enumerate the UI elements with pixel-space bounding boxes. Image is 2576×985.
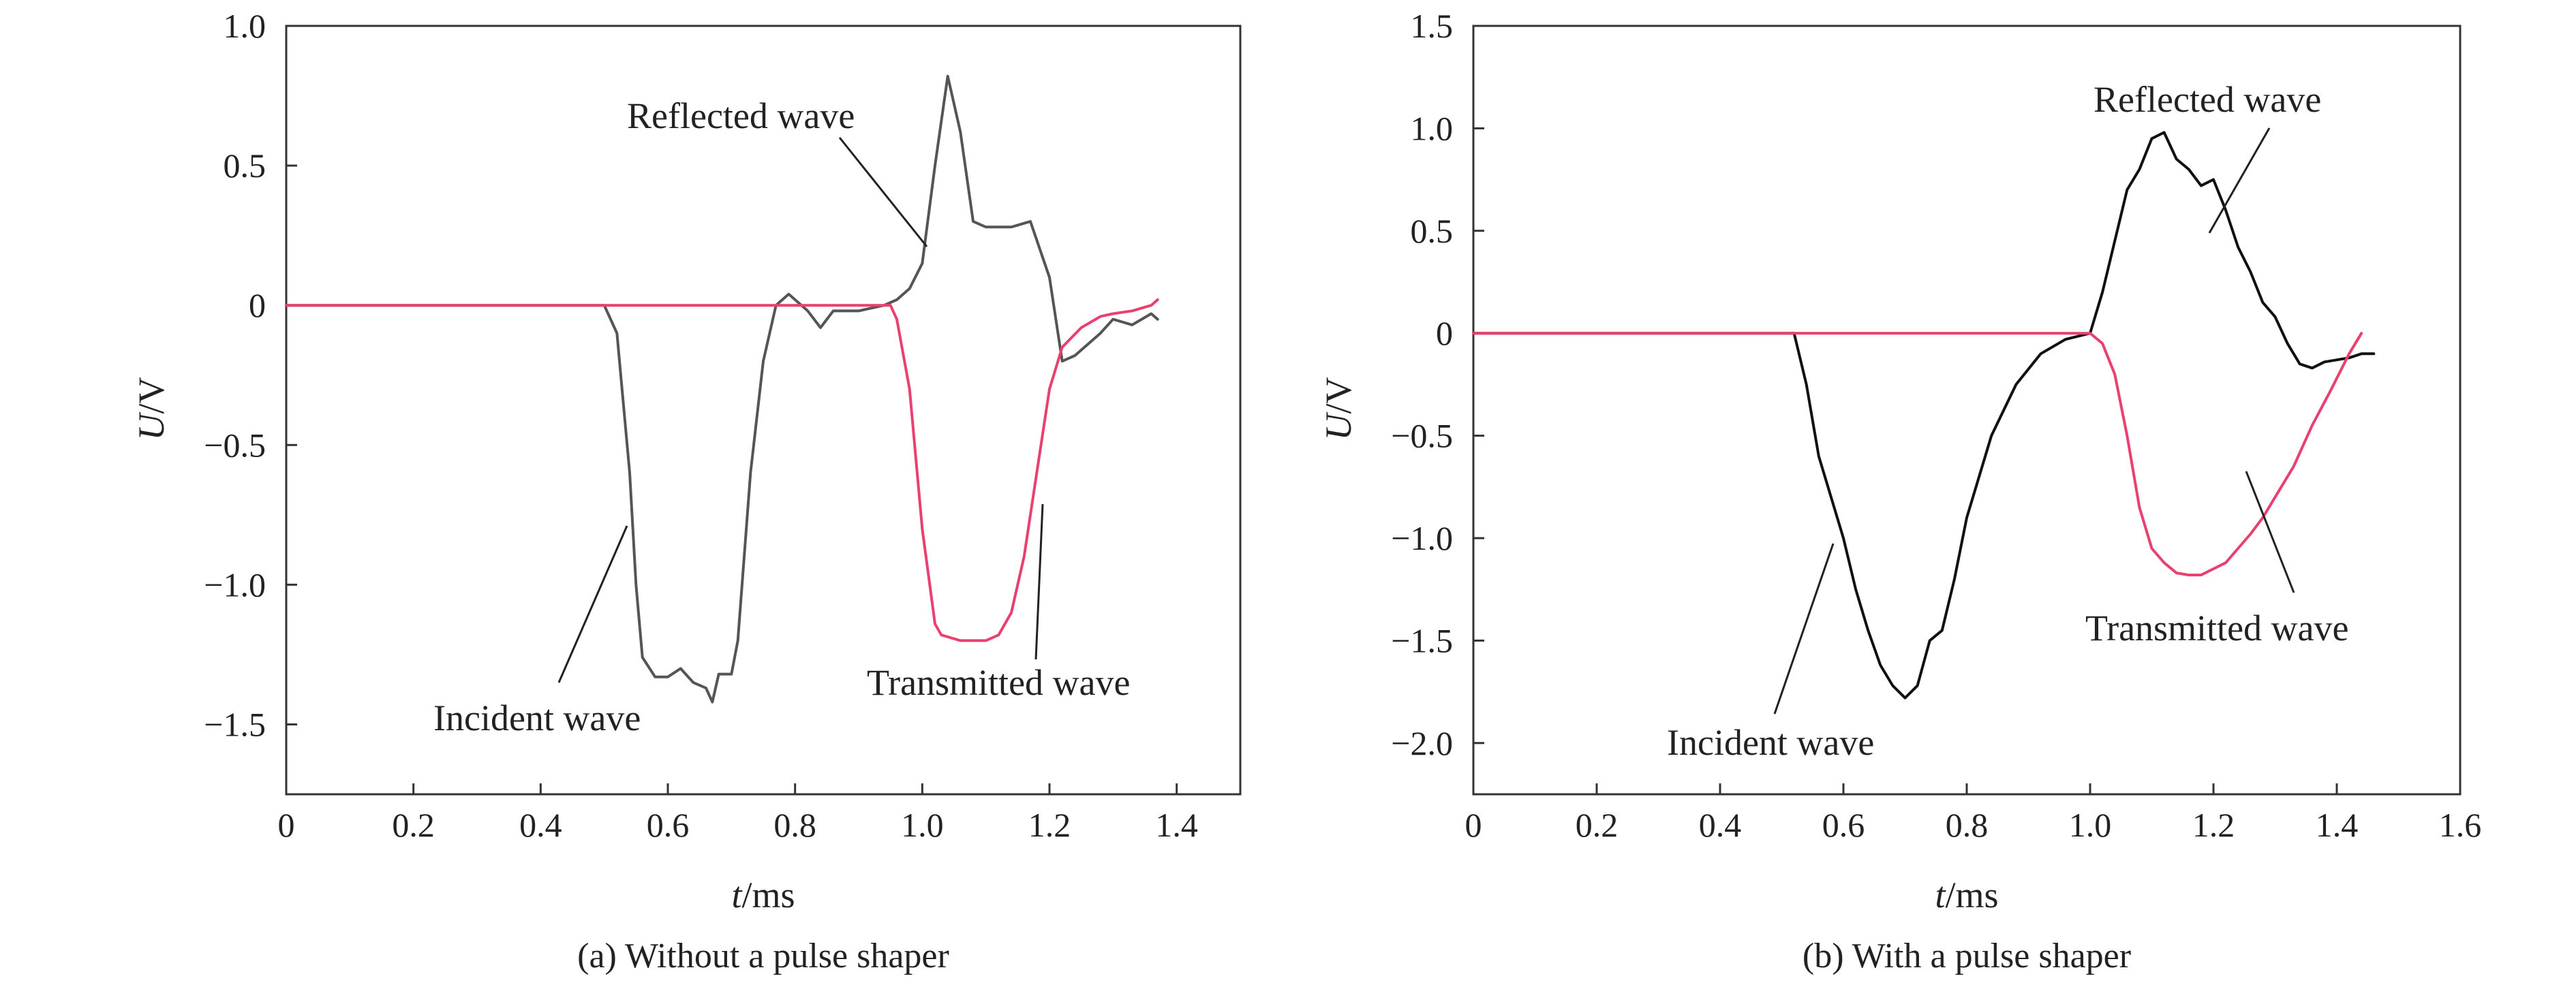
- x-tick-label-b-4: 0.8: [1946, 806, 1989, 844]
- incident-wave-label-a: Incident wave: [433, 698, 641, 738]
- transmitted-wave-leader-b: [2245, 471, 2295, 593]
- series-line-a-0: [285, 74, 1159, 704]
- x-tick-label-b-2: 0.4: [1699, 806, 1742, 844]
- x-axis-label-a: t/ms: [731, 875, 795, 916]
- caption-a: (a) Without a pulse shaper: [577, 937, 949, 975]
- y-tick-label-b-1: 1.0: [1411, 109, 1454, 147]
- x-axis-label-b: t/ms: [1935, 875, 1998, 916]
- incident-wave-leader-b: [1773, 543, 1835, 715]
- plot-frame-b: [1472, 25, 2462, 796]
- x-tick-label-b-0: 0: [1465, 806, 1482, 844]
- series-line-a-1: [285, 298, 1159, 642]
- x-tick-label-b-1: 0.2: [1576, 806, 1619, 844]
- x-tick-label-b-5: 1.0: [2069, 806, 2112, 844]
- transmitted-wave-label-a: Transmitted wave: [867, 662, 1130, 703]
- reflected-wave-leader-b: [2208, 127, 2271, 234]
- y-tick-label-a-5: −1.5: [204, 705, 266, 743]
- x-tick-label-b-8: 1.6: [2439, 806, 2482, 844]
- y-tick-label-b-3: 0: [1436, 314, 1453, 352]
- y-tick-label-b-5: −1.0: [1391, 519, 1453, 557]
- caption-b: (b) With a pulse shaper: [1803, 937, 2131, 975]
- incident-wave-label-b: Incident wave: [1667, 722, 1874, 763]
- transmitted-wave-label-b: Transmitted wave: [2085, 608, 2348, 648]
- reflected-wave-leader-a: [838, 137, 928, 247]
- x-tick-label-a-3: 0.6: [647, 806, 690, 844]
- y-tick-label-a-2: 0: [249, 286, 266, 324]
- x-tick-label-a-4: 0.8: [773, 806, 816, 844]
- y-axis-label-b: U/V: [1318, 377, 1359, 440]
- chart-panel-a: 0 0.2 0.4 0.6 0.8 1.0 1.2 1.4 1.0 0.5 0 −0.5 −1.0 −1.…: [131, 7, 1242, 975]
- y-tick-label-a-1: 0.5: [224, 146, 266, 185]
- chart-panel-b: 0 0.2 0.4 0.6 0.8 1.0 1.2 1.4 1.6 1.5 1.0 0.5 0 −0.5 −…: [1318, 7, 2481, 975]
- x-tick-label-b-3: 0.6: [1822, 806, 1865, 844]
- reflected-wave-label-b: Reflected wave: [2094, 79, 2321, 120]
- x-tick-label-a-7: 1.4: [1155, 806, 1198, 844]
- y-tick-label-b-2: 0.5: [1411, 212, 1454, 250]
- y-axis-label-a: U/V: [131, 377, 172, 440]
- tick-group-b: 0 0.2 0.4 0.6 0.8 1.0 1.2 1.4 1.6 1.5 1.0 0.5 0 −0.5 −…: [1391, 7, 2481, 844]
- y-tick-label-b-0: 1.5: [1411, 7, 1454, 45]
- x-tick-label-a-1: 0.2: [392, 806, 435, 844]
- y-tick-label-a-0: 1.0: [224, 7, 266, 45]
- y-tick-label-b-6: −1.5: [1391, 621, 1453, 659]
- series-group-a: [285, 74, 1159, 704]
- tick-group-a: 0 0.2 0.4 0.6 0.8 1.0 1.2 1.4 1.0 0.5 0 −0.5 −1.0 −1.…: [204, 7, 1198, 844]
- series-line-b-0: [1472, 131, 2376, 700]
- y-tick-label-a-4: −1.0: [204, 565, 266, 604]
- y-tick-label-b-7: −2.0: [1391, 724, 1453, 762]
- y-tick-label-b-4: −0.5: [1391, 417, 1453, 455]
- x-tick-label-a-5: 1.0: [901, 806, 944, 844]
- x-tick-label-b-6: 1.2: [2192, 806, 2235, 844]
- series-group-b: [1472, 131, 2376, 700]
- x-tick-label-a-0: 0: [278, 806, 295, 844]
- y-tick-label-a-3: −0.5: [204, 426, 266, 464]
- x-tick-label-a-2: 0.4: [519, 806, 562, 844]
- incident-wave-leader-a: [557, 525, 628, 683]
- series-line-b-1: [1472, 332, 2363, 577]
- transmitted-wave-leader-a: [1034, 503, 1044, 660]
- x-tick-label-a-6: 1.2: [1028, 806, 1071, 844]
- plot-frame-a: [285, 25, 1242, 796]
- x-tick-label-b-7: 1.4: [2316, 806, 2359, 844]
- reflected-wave-label-a: Reflected wave: [627, 95, 855, 136]
